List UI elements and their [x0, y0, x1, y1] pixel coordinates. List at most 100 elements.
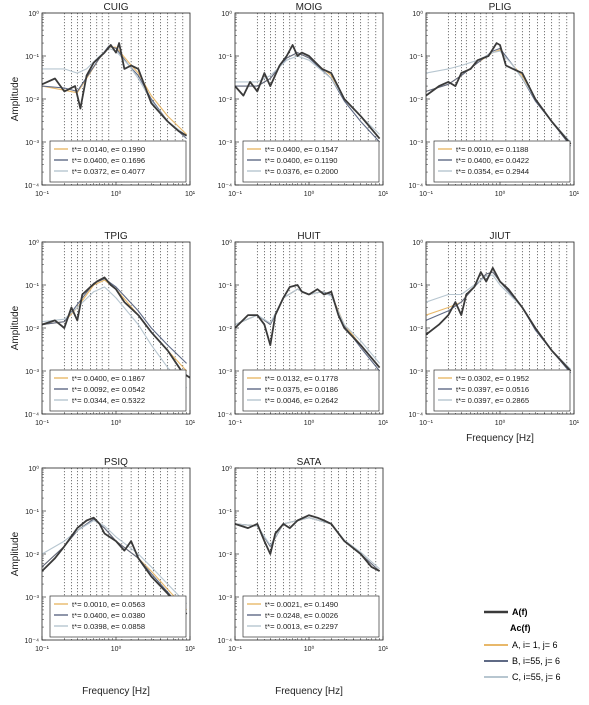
y-tick-label: 10⁻²: [218, 326, 232, 333]
panel-legend-entry: t*= 0.0400, e= 0.1867: [72, 374, 145, 383]
y-axis-label: Amplitude: [10, 305, 21, 350]
panel-tpig: 10⁻¹ 10⁰ 10¹ 10⁰ 10⁻¹ 10⁻² 10⁻³ 10⁻⁴ TPIG t*= 0.0…: [10, 231, 196, 427]
x-tick-label: 10⁻¹: [35, 191, 49, 198]
x-tick-label: 10⁰: [111, 419, 122, 427]
y-tick-label: 10⁻⁴: [409, 183, 424, 190]
plot-frame: [41, 241, 191, 415]
series-line-model-c: [42, 47, 187, 137]
y-tick-label: 10⁻²: [409, 326, 423, 333]
y-tick-label: 10⁻³: [218, 369, 232, 376]
x-tick-label: 10⁻¹: [35, 420, 49, 427]
series-line-observed: [42, 276, 190, 379]
y-tick-label: 10⁻¹: [218, 509, 232, 516]
y-tick-label: 10⁻¹: [409, 54, 423, 61]
legend-entry-b-label: B, i=55, j= 6: [512, 656, 560, 666]
x-tick-label: 10⁰: [304, 645, 315, 653]
panel-legend-entry: t*= 0.0010, e= 0.0563: [72, 600, 145, 609]
panel-legend-entry: t*= 0.0375, e= 0.0186: [265, 385, 338, 394]
main-legend: A(f) Ac(f) A, i= 1, j= 6 B, i=55, j= 6 C…: [484, 607, 561, 682]
series-line-model-c: [235, 517, 380, 570]
y-tick-label: 10⁻²: [218, 97, 232, 104]
x-tick-label: 10¹: [185, 646, 196, 653]
panel-legend-entry: t*= 0.0046, e= 0.2642: [265, 396, 338, 405]
panel-legend-box: [242, 140, 380, 183]
series-line-observed: [42, 516, 188, 615]
panel-legend-box: [242, 369, 380, 412]
y-tick-label: 10⁻¹: [218, 54, 232, 61]
y-tick-label: 10⁻²: [25, 326, 39, 333]
y-tick-label: 10⁻³: [25, 369, 39, 376]
panel-legend-entry: t*= 0.0354, e= 0.2944: [456, 167, 529, 176]
y-tick-label: 10⁻³: [409, 140, 423, 147]
x-tick-label: 10⁻¹: [228, 191, 242, 198]
panel-title: MOIG: [296, 2, 323, 13]
panel-huit: 10⁻¹ 10⁰ 10¹ 10⁰ 10⁻¹ 10⁻² 10⁻³ 10⁻⁴ HUIT t*= 0.0…: [218, 231, 389, 427]
panel-legend-entry: t*= 0.0400, e= 0.0422: [456, 156, 529, 165]
panel-title: PSIQ: [104, 457, 128, 468]
series-line-observed: [235, 44, 381, 140]
x-axis-label: Frequency [Hz]: [275, 686, 343, 697]
panel-legend-entry: t*= 0.0010, e= 0.1188: [456, 145, 529, 154]
plot-frame: [41, 467, 191, 641]
series-line-observed: [426, 42, 572, 145]
legend-entry-c-label: C, i=55, j= 6: [512, 672, 561, 682]
y-tick-label: 10⁰: [28, 465, 39, 473]
y-tick-label: 10⁰: [28, 239, 39, 247]
panel-title: JIUT: [489, 231, 510, 242]
panel-legend-entry: t*= 0.0398, e= 0.0858: [72, 622, 145, 631]
panel-legend-box: [49, 595, 187, 638]
y-tick-label: 10⁰: [221, 465, 232, 473]
y-tick-label: 10⁻²: [409, 97, 423, 104]
panel-legend-box: [433, 369, 571, 412]
panel-legend-entry: t*= 0.0400, e= 0.1547: [265, 145, 338, 154]
x-axis-label: Frequency [Hz]: [466, 433, 534, 444]
panel-legend-entry: t*= 0.0397, e= 0.0516: [456, 385, 529, 394]
panel-legend-entry: t*= 0.0092, e= 0.0542: [72, 385, 145, 394]
y-tick-label: 10⁻³: [218, 595, 232, 602]
panel-legend-box: [49, 369, 187, 412]
x-tick-label: 10¹: [185, 420, 196, 427]
panel-legend-entry: t*= 0.0021, e= 0.1490: [265, 600, 338, 609]
series-line-observed: [235, 514, 381, 572]
panel-plig: 10⁻¹ 10⁰ 10¹ 10⁰ 10⁻¹ 10⁻² 10⁻³ 10⁻⁴ PLIG t*= 0.0…: [409, 2, 580, 198]
plot-frame: [41, 12, 191, 186]
x-tick-label: 10⁻¹: [419, 191, 433, 198]
panel-legend-entry: t*= 0.0140, e= 0.1990: [72, 145, 145, 154]
y-tick-label: 10⁻⁴: [409, 412, 424, 419]
plot-frame: [425, 241, 575, 415]
x-tick-label: 10⁻¹: [228, 646, 242, 653]
panel-title: SATA: [297, 457, 322, 468]
panel-sata: 10⁻¹ 10⁰ 10¹ 10⁰ 10⁻¹ 10⁻² 10⁻³ 10⁻⁴ SATA t*= 0.0…: [218, 457, 389, 697]
panel-title: HUIT: [297, 231, 320, 242]
y-tick-label: 10⁰: [412, 239, 423, 247]
plot-frame: [425, 12, 575, 186]
x-tick-label: 10¹: [569, 191, 580, 198]
x-tick-label: 10¹: [378, 646, 389, 653]
panel-title: PLIG: [489, 2, 512, 13]
panel-cuig: 10⁻¹ 10⁰ 10¹ 10⁰ 10⁻¹ 10⁻² 10⁻³ 10⁻⁴ CUIG t*= 0.0…: [10, 2, 196, 198]
x-tick-label: 10⁻¹: [228, 420, 242, 427]
panel-legend-entry: t*= 0.0132, e= 0.1778: [265, 374, 338, 383]
panel-legend-entry: t*= 0.0372, e= 0.4077: [72, 167, 145, 176]
x-tick-label: 10⁰: [111, 190, 122, 198]
y-axis-label: Amplitude: [10, 531, 21, 576]
legend-model-title: Ac(f): [510, 623, 531, 633]
x-tick-label: 10⁰: [495, 419, 506, 427]
series-line-model-c: [42, 286, 188, 389]
panel-legend-entry: t*= 0.0376, e= 0.2000: [265, 167, 338, 176]
y-tick-label: 10⁻²: [218, 552, 232, 559]
y-tick-label: 10⁻⁴: [25, 638, 40, 645]
y-tick-label: 10⁻¹: [218, 283, 232, 290]
plot-frame: [234, 241, 384, 415]
panel-jiut: 10⁻¹ 10⁰ 10¹ 10⁰ 10⁻¹ 10⁻² 10⁻³ 10⁻⁴ JIUT t*= 0.0…: [409, 231, 580, 444]
y-axis-label: Amplitude: [10, 76, 21, 121]
panel-legend-entry: t*= 0.0400, e= 0.1696: [72, 156, 145, 165]
panel-legend-entry: t*= 0.0302, e= 0.1952: [456, 374, 529, 383]
y-tick-label: 10⁻³: [25, 595, 39, 602]
panels-group: 10⁻¹ 10⁰ 10¹ 10⁰ 10⁻¹ 10⁻² 10⁻³ 10⁻⁴ CUIG t*= 0.0…: [10, 2, 580, 697]
y-tick-label: 10⁻⁴: [218, 183, 233, 190]
series-line-observed: [426, 266, 572, 372]
legend-entry-a-label: A, i= 1, j= 6: [512, 640, 558, 650]
y-tick-label: 10⁻¹: [409, 283, 423, 290]
